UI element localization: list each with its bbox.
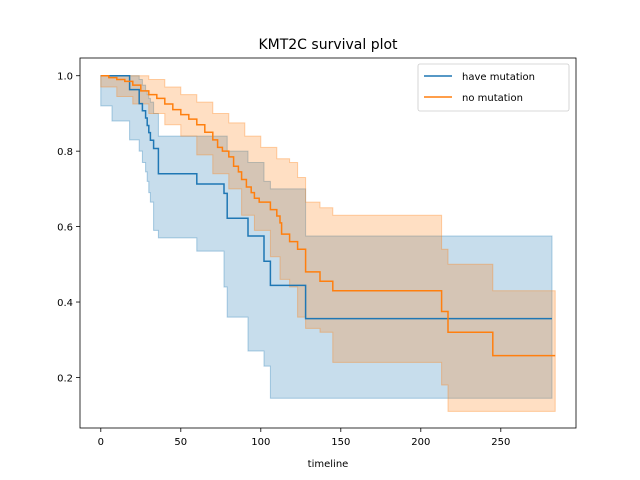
- legend-label-have-mutation: have mutation: [462, 72, 535, 83]
- x-tick-label: 100: [251, 437, 270, 448]
- legend-box: [417, 63, 570, 112]
- x-axis-label: timeline: [308, 459, 349, 470]
- survival-line-have-mutation: [100, 74, 552, 320]
- survival-lines: [100, 74, 556, 357]
- ci-band-no-mutation: [100, 75, 556, 412]
- legend-label-no-mutation: no mutation: [462, 93, 523, 104]
- x-tick-label: 150: [331, 437, 350, 448]
- y-tick-label: 1.0: [57, 72, 73, 83]
- legend: have mutation no mutation: [417, 63, 570, 112]
- y-tick-label: 0.4: [57, 298, 73, 309]
- survival-line-no-mutation: [100, 74, 556, 357]
- y-tick-label: 0.6: [57, 223, 73, 234]
- y-tick-label: 0.8: [57, 147, 73, 158]
- axis-ticks: 0 50 100 150 200 250 0.2 0.4 0.6 0.8 1.0: [57, 72, 510, 448]
- x-tick-label: 50: [174, 437, 187, 448]
- x-tick-label: 250: [491, 437, 510, 448]
- plot-frame: [79, 57, 577, 429]
- y-tick-label: 0.2: [57, 373, 73, 384]
- x-tick-label: 0: [98, 437, 104, 448]
- chart-title: KMT2C survival plot: [258, 37, 398, 53]
- x-tick-label: 200: [411, 437, 430, 448]
